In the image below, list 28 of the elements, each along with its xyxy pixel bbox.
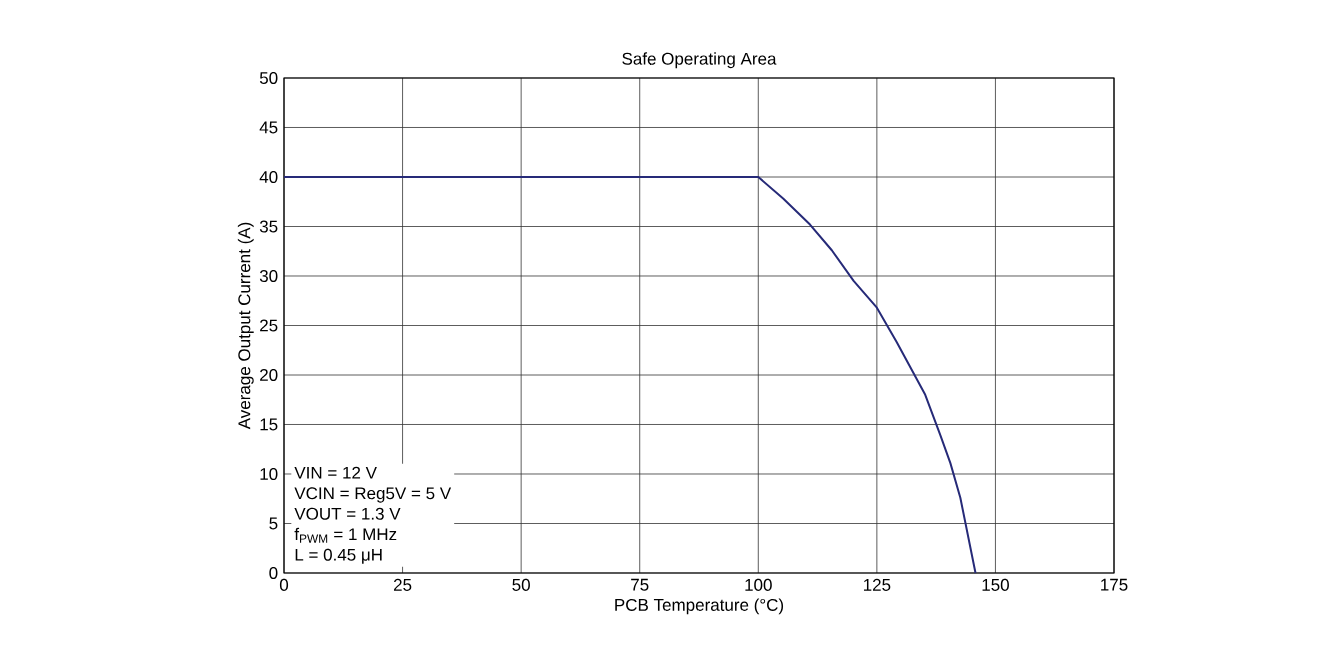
x-axis-title: PCB Temperature (°C) bbox=[615, 598, 784, 615]
annotation: VOUT = 1.3 V bbox=[294, 507, 401, 520]
y-tick-label: 5 bbox=[269, 517, 278, 530]
y-tick-label: 45 bbox=[259, 121, 278, 134]
y-tick-label: 10 bbox=[260, 467, 278, 481]
y-tick-label: 50 bbox=[259, 71, 278, 85]
y-axis-title: Average Output Current (A) bbox=[237, 222, 254, 430]
x-tick-label: 0 bbox=[279, 578, 289, 591]
x-tick-label: 125 bbox=[863, 578, 891, 591]
annotation: VCIN = Reg5V = 5 V bbox=[294, 487, 452, 503]
y-tick-label: 40 bbox=[259, 170, 278, 184]
y-tick-label: 30 bbox=[259, 269, 278, 283]
y-tick-label: 15 bbox=[260, 418, 278, 431]
x-tick-label: 25 bbox=[393, 578, 412, 591]
annotation: VIN = 12 V bbox=[294, 466, 377, 479]
annotation: L = 0.45 μH bbox=[295, 548, 382, 564]
x-tick-label: 50 bbox=[512, 578, 530, 591]
annotation: f$_{PWM}$ = 1 MHz bbox=[294, 527, 397, 543]
x-tick-label: 100 bbox=[745, 578, 772, 591]
y-tick-label: 35 bbox=[259, 220, 278, 233]
y-tick-label: 25 bbox=[260, 319, 278, 332]
y-tick-label: 0 bbox=[269, 566, 278, 580]
x-tick-label: 175 bbox=[1101, 578, 1128, 591]
line-series bbox=[283, 176, 977, 574]
x-tick-label: 75 bbox=[631, 578, 649, 591]
x-tick-label: 150 bbox=[982, 578, 1009, 591]
chart-title: Safe Operating Area bbox=[622, 52, 777, 69]
y-tick-label: 20 bbox=[260, 368, 278, 382]
